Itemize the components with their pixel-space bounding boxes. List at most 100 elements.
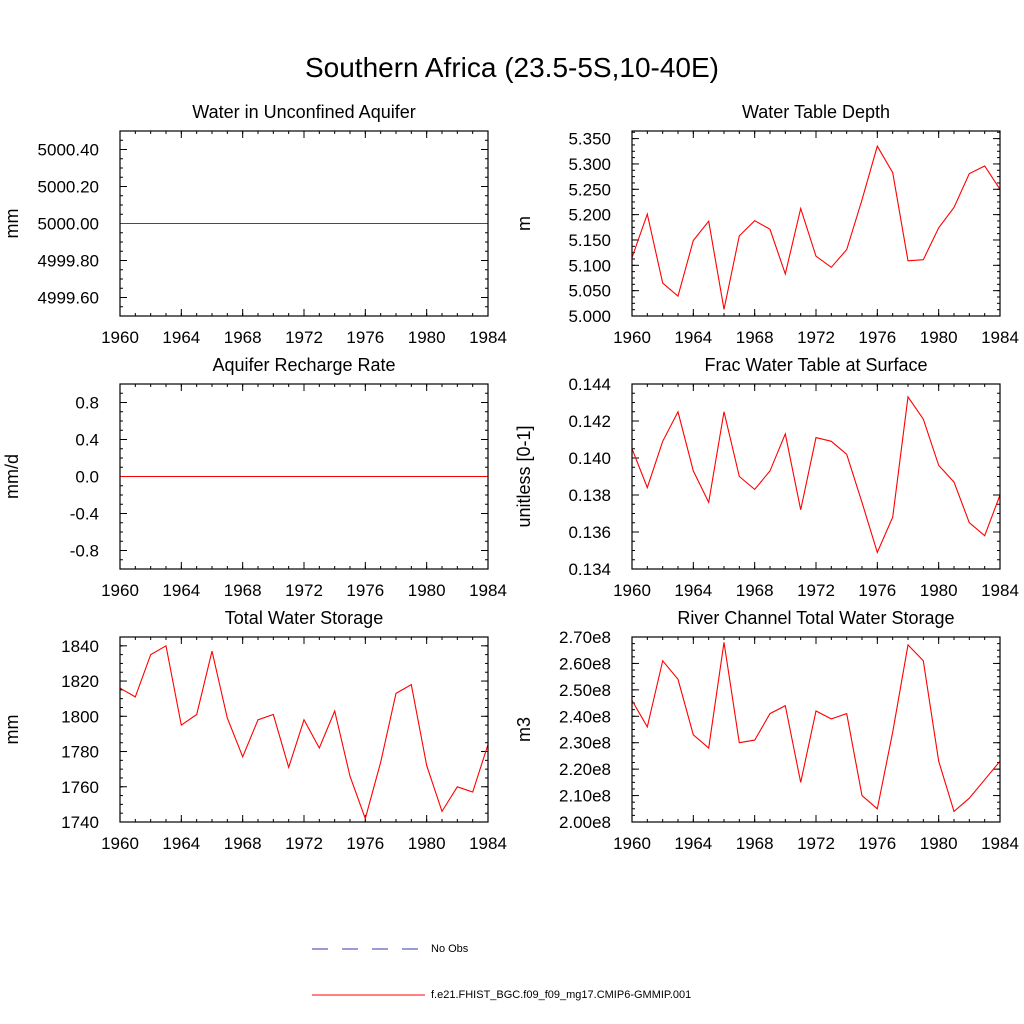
chart-river-channel-storage: River Channel Total Water Storage m3 1960 1… [514,608,1019,853]
legend-label-model: f.e21.FHIST_BGC.f09_f09_mg17.CMIP6-GMMIP… [431,989,692,1001]
y-tick-label: 4999.80 [38,252,99,271]
x-tick-label: 1968 [736,834,774,853]
y-tick-label: 0.4 [75,431,99,450]
series-line [119,644,489,821]
y-tick-label: 1760 [61,778,99,797]
x-tick-label: 1976 [858,581,896,600]
y-tick-label: 5.100 [568,256,611,275]
y-tick-label: 2.20e8 [559,760,611,779]
y-tick-label: -0.4 [70,505,99,524]
y-tick-label: 5.300 [568,155,611,174]
x-tick-label: 1976 [346,834,384,853]
x-tick-label: 1972 [797,328,835,347]
legend [312,948,425,996]
y-tick-label: 0.138 [568,486,611,505]
y-tick-label: 1820 [61,672,99,691]
x-tick-label: 1984 [469,581,507,600]
y-axis-label: mm [2,715,22,745]
plot-frame [119,130,489,317]
y-tick-label: 0.142 [568,412,611,431]
x-tick-label: 1960 [613,834,651,853]
x-tick-label: 1976 [346,581,384,600]
y-axis-label: unitless [0-1] [514,425,534,527]
chart-title: Frac Water Table at Surface [704,355,927,375]
x-tick-label: 1980 [920,328,958,347]
x-tick-label: 1968 [736,581,774,600]
x-tick-label: 1964 [674,328,712,347]
plot-frame [119,383,489,570]
y-tick-label: 1740 [61,813,99,832]
x-tick-label: 1984 [981,834,1019,853]
y-tick-label: 1840 [61,637,99,656]
x-tick-label: 1960 [613,581,651,600]
x-tick-label: 1972 [285,834,323,853]
x-tick-label: 1980 [920,834,958,853]
x-tick-label: 1964 [674,834,712,853]
y-tick-label: 2.50e8 [559,681,611,700]
y-tick-label: 2.40e8 [559,707,611,726]
y-tick-label: 1780 [61,743,99,762]
x-tick-label: 1972 [285,581,323,600]
y-tick-label: 0.140 [568,449,611,468]
plot-frame [631,636,1001,823]
y-tick-label: 2.00e8 [559,813,611,832]
y-tick-label: 5.050 [568,282,611,301]
x-tick-label: 1968 [224,328,262,347]
y-tick-label: 5.000 [568,307,611,326]
plot-frame [119,636,489,823]
y-tick-label: 5000.40 [38,141,99,160]
y-axis-label: mm [2,209,22,239]
legend-label-obs: No Obs [431,943,469,955]
chart-title: Aquifer Recharge Rate [212,355,395,375]
x-tick-label: 1960 [101,834,139,853]
y-tick-label: 2.10e8 [559,787,611,806]
y-tick-label: 5000.00 [38,215,99,234]
y-tick-label: 5000.20 [38,178,99,197]
x-tick-label: 1960 [101,581,139,600]
x-tick-label: 1972 [797,834,835,853]
x-tick-label: 1968 [736,328,774,347]
y-tick-label: 5.250 [568,180,611,199]
y-tick-label: 0.136 [568,523,611,542]
y-tick-label: 2.30e8 [559,734,611,753]
y-tick-label: 0.0 [75,468,99,487]
y-tick-label: 0.8 [75,394,99,413]
y-tick-label: 2.70e8 [559,628,611,647]
x-tick-label: 1980 [408,581,446,600]
plot-frame [631,130,1001,317]
x-tick-label: 1964 [162,328,200,347]
y-axis-label: mm/d [2,454,22,499]
x-tick-label: 1984 [981,581,1019,600]
x-tick-label: 1984 [981,328,1019,347]
chart-aquifer-recharge: Aquifer Recharge Rate mm/d 1960 1964 1968 197… [2,355,507,600]
y-axis-label: m [514,216,534,231]
series-line [631,642,1001,813]
x-tick-label: 1960 [101,328,139,347]
chart-title: Water in Unconfined Aquifer [192,102,415,122]
chart-title: River Channel Total Water Storage [677,608,954,628]
x-tick-label: 1980 [408,834,446,853]
x-tick-label: 1976 [858,328,896,347]
chart-aquifer-water: Water in Unconfined Aquifer mm 1960 1964 196… [2,102,507,347]
y-tick-label: -0.8 [70,542,99,561]
y-tick-label: 5.350 [568,130,611,149]
y-tick-label: 5.200 [568,206,611,225]
series-line [631,395,1001,554]
figure-title: Southern Africa (23.5-5S,10-40E) [304,52,719,83]
chart-title: Total Water Storage [225,608,383,628]
x-tick-label: 1976 [858,834,896,853]
x-tick-label: 1972 [285,328,323,347]
series-line [631,144,1001,310]
x-tick-label: 1976 [346,328,384,347]
x-tick-label: 1960 [613,328,651,347]
chart-title: Water Table Depth [742,102,890,122]
x-tick-label: 1964 [162,581,200,600]
x-tick-label: 1984 [469,328,507,347]
y-tick-label: 1800 [61,707,99,726]
y-tick-label: 0.134 [568,560,611,579]
x-tick-label: 1984 [469,834,507,853]
x-tick-label: 1972 [797,581,835,600]
plot-frame [631,383,1001,570]
x-tick-label: 1980 [408,328,446,347]
